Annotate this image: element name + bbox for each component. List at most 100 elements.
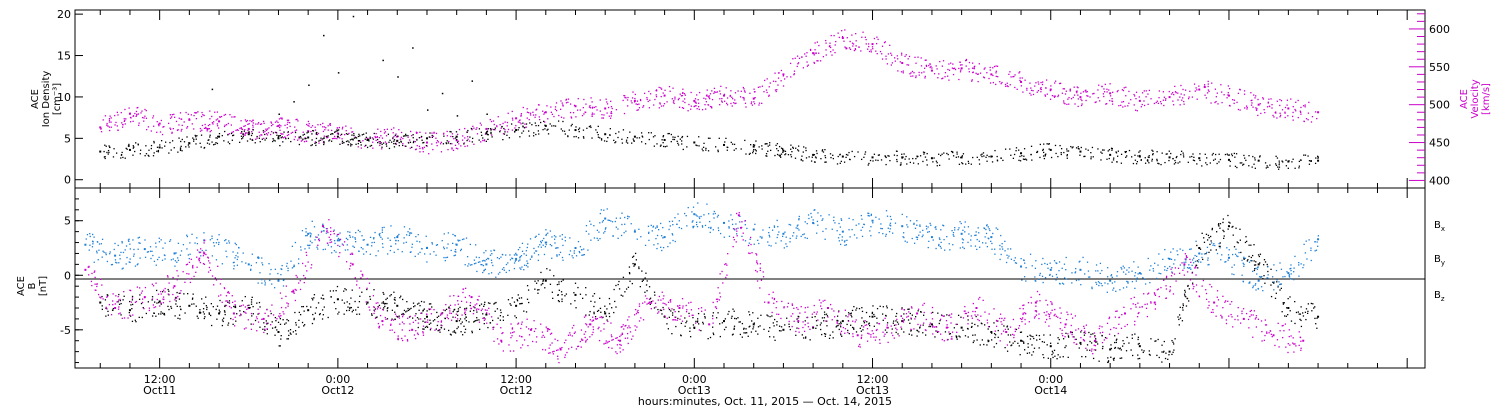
velocity-sample [1118,104,1120,107]
bx-sample [405,311,407,313]
ticks-layer: 05101520400450500550600-50512:00Oct110:0… [57,8,1450,397]
velocity-sample [297,120,299,122]
velocity-sample [565,99,567,101]
by-sample [353,246,355,248]
velocity-sample [260,134,262,136]
by-sample [1293,278,1295,281]
velocity-sample [343,133,346,136]
by-sample [414,255,416,258]
velocity-sample [1097,97,1099,99]
by-sample [349,236,352,238]
by-sample [672,224,674,226]
by-sample [236,252,239,254]
bx-sample [1211,228,1213,231]
bx-sample [838,310,840,312]
velocity-sample [829,45,831,47]
velocity-sample [883,41,886,44]
velocity-sample [1174,85,1176,88]
velocity-sample [920,57,922,59]
velocity-sample [732,98,734,100]
bx-sample [449,333,452,335]
bx-sample [112,307,115,310]
bx-sample [971,322,973,324]
density-sample [482,137,484,139]
by-point [930,236,933,239]
density-sample [341,142,344,144]
density-sample [256,135,258,138]
velocity-sample [261,134,263,136]
velocity-sample [1122,106,1124,108]
density-sample [906,163,908,165]
density-sample [364,138,366,140]
density-sample [1015,147,1018,149]
by-sample [228,242,231,244]
velocity-sample [708,95,710,97]
by-sample [519,257,521,259]
by-sample [1098,282,1101,284]
velocity-sample [1103,91,1106,93]
density-sample [1165,153,1167,155]
bx-sample [644,277,646,279]
by-sample [962,246,964,248]
density-sample [1060,153,1062,156]
velocity-sample [1175,92,1177,94]
velocity-sample [1065,90,1067,92]
by-sample [101,256,103,258]
density-sample [1083,155,1085,158]
velocity-sample [948,79,950,81]
bx-sample [1184,295,1186,297]
bx-sample [1057,337,1059,339]
velocity-sample [482,139,484,142]
density-sample [633,139,635,142]
density-sample [1139,154,1141,157]
velocity-sample [390,128,393,131]
by-sample [228,240,230,242]
density-sample [784,150,787,153]
velocity-sample [1044,95,1047,97]
velocity-point [544,111,547,114]
density-sample [1265,167,1267,169]
density-sample [365,136,368,138]
bx-sample [1113,357,1115,359]
bx-sample [160,311,162,313]
velocity-sample [351,131,353,133]
bx-sample [458,320,461,322]
velocity-sample [240,120,242,122]
bx-sample [1053,349,1056,352]
bx-sample [993,333,996,335]
velocity-sample [1172,104,1175,106]
bx-point [574,293,577,296]
by-point [901,225,904,228]
bx-sample [983,343,985,346]
bx-sample [759,325,761,327]
density-sample [302,134,304,136]
by-sample [822,230,824,233]
by-sample [701,225,704,227]
by-sample [1242,262,1244,264]
by-sample [347,249,349,251]
by-sample [1166,269,1168,272]
bx-sample [892,320,895,322]
density-sample [816,152,818,155]
bx-sample [1173,343,1175,345]
velocity-sample [703,97,705,99]
bx-sample [1156,354,1158,357]
bx-sample [1270,268,1272,270]
velocity-sample [295,129,298,131]
by-sample [919,231,921,233]
velocity-sample [144,108,146,111]
velocity-sample [915,62,917,64]
bx-sample [1137,343,1139,345]
velocity-sample [102,119,104,121]
bx-sample [919,326,921,328]
by-sample [447,232,450,234]
bx-sample [1096,343,1099,345]
by-point [633,230,636,233]
bx-sample [850,314,852,316]
by-sample [516,254,518,256]
velocity-sample [1150,98,1152,100]
bottom-ylabel-line1: ACE [16,276,27,296]
density-sample [1057,155,1059,158]
by-sample [419,241,421,243]
velocity-sample [458,128,461,131]
